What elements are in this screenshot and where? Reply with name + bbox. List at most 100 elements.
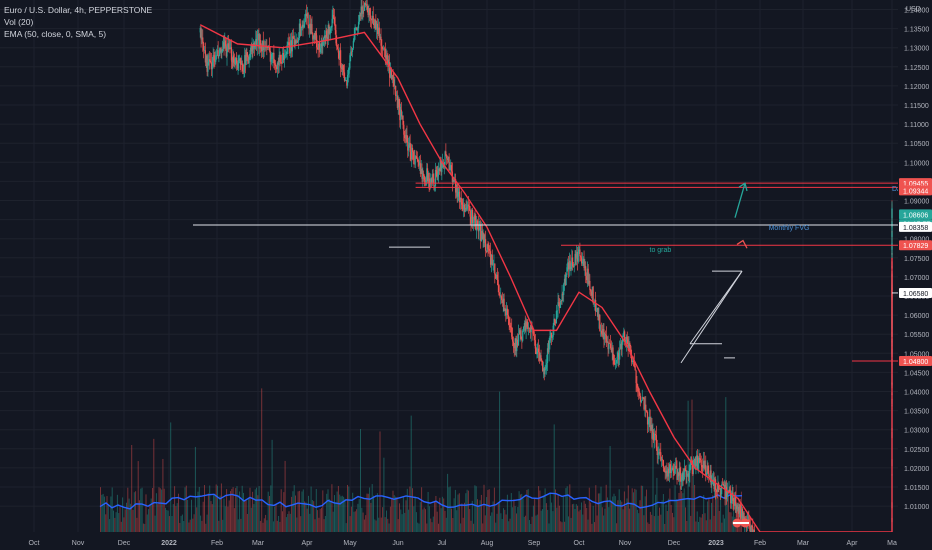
candle-body [488, 248, 490, 251]
volume-bar [170, 422, 172, 532]
volume-bar [449, 486, 451, 532]
time-axis[interactable]: Oct Nov Dec 2022 Feb Mar Apr May Jun Jul Aug Sep Oct… [0, 532, 932, 550]
candle-body [255, 38, 257, 46]
volume-bar [395, 496, 397, 532]
volume-bar [350, 506, 352, 532]
volume-bar [157, 504, 159, 532]
ema-indicator-label[interactable]: EMA (50, close, 0, SMA, 5) [4, 29, 107, 39]
candle-body [704, 465, 706, 469]
candle-body [352, 40, 354, 49]
candle-body [279, 54, 281, 63]
volume-bar [162, 458, 164, 532]
candle-body [299, 23, 301, 36]
candle-body [660, 452, 662, 461]
candle-body [696, 455, 699, 470]
x-tick-label: Oct [574, 540, 585, 547]
volume-bar [535, 515, 537, 532]
candle-body [268, 46, 271, 51]
volume-bar [331, 484, 333, 532]
candle-body [319, 41, 321, 53]
candle-body [320, 43, 322, 49]
candle-body [382, 48, 384, 50]
volume-bar [703, 495, 705, 532]
candle-body [478, 229, 480, 232]
volume-bar [616, 523, 618, 532]
candle-body [652, 432, 654, 439]
volume-bar [462, 517, 464, 532]
volume-bar [479, 500, 481, 532]
candle-body [470, 216, 472, 224]
candle-body [749, 526, 752, 532]
volume-bar [522, 498, 524, 532]
candle-body [285, 54, 287, 55]
volume-bar [724, 518, 725, 532]
candle-body [740, 512, 742, 518]
volume-bar [322, 490, 324, 532]
red-arrow[interactable] [736, 239, 748, 249]
candle-body [653, 432, 655, 441]
volume-indicator-label[interactable]: Vol (20) [4, 17, 34, 27]
volume-bar [166, 509, 168, 532]
candle-body [435, 169, 437, 172]
candle-body [708, 476, 711, 477]
candle-body [332, 15, 334, 19]
annotation-to-grab[interactable]: to grab [650, 247, 672, 254]
wedge-drawing[interactable] [680, 270, 743, 364]
target-arrow[interactable] [734, 182, 748, 218]
candle-body [230, 47, 232, 49]
volume-bar [480, 494, 482, 532]
volume-bar [430, 518, 432, 532]
candle-body [378, 27, 380, 38]
candle-body [324, 35, 326, 38]
volume-bar [581, 502, 582, 532]
volume-bar [376, 493, 378, 532]
volume-bar [354, 511, 356, 532]
volume-bar [340, 496, 342, 532]
candle-body [438, 168, 441, 171]
volume-bar [175, 506, 177, 532]
volume-bar [648, 523, 650, 532]
volume-bar [568, 516, 569, 532]
candle-body [484, 239, 487, 251]
candle-body [553, 318, 555, 326]
volume-bar [256, 487, 257, 532]
candle-body [489, 251, 492, 265]
volume-bar [471, 500, 473, 532]
candle-body [361, 6, 363, 14]
volume-bar [573, 503, 575, 532]
volume-bar [282, 511, 283, 532]
candle-body [596, 308, 598, 311]
volume-bar [259, 520, 261, 532]
candle-body [580, 256, 582, 258]
volume-bar [266, 520, 268, 532]
volume-bar [254, 489, 256, 532]
volume-bar [291, 496, 293, 532]
candle-body [211, 66, 213, 70]
candle-body [283, 55, 286, 60]
candle-body [219, 48, 221, 56]
volume-bar [700, 517, 702, 532]
candle-body [351, 48, 354, 52]
candle-body [227, 43, 229, 52]
candle-body [699, 458, 701, 459]
volume-bar [664, 523, 666, 532]
volume-bar [176, 503, 178, 532]
events-flag-icon[interactable] [732, 518, 750, 528]
volume-bar [344, 498, 346, 532]
candle-body [600, 330, 602, 332]
volume-bar [301, 491, 303, 532]
price-tag-label: 1.07829 [903, 243, 928, 250]
candle-body [373, 23, 375, 29]
candle-body [698, 458, 700, 463]
candle-body [250, 47, 252, 52]
candle-body [425, 180, 427, 183]
candle-body [426, 168, 429, 182]
annotation-monthly-fvg[interactable]: Monthly FVG [769, 225, 810, 232]
candle-body [714, 479, 716, 490]
candle-body [752, 529, 755, 532]
candle-body [396, 95, 399, 108]
volume-bar [501, 518, 503, 532]
